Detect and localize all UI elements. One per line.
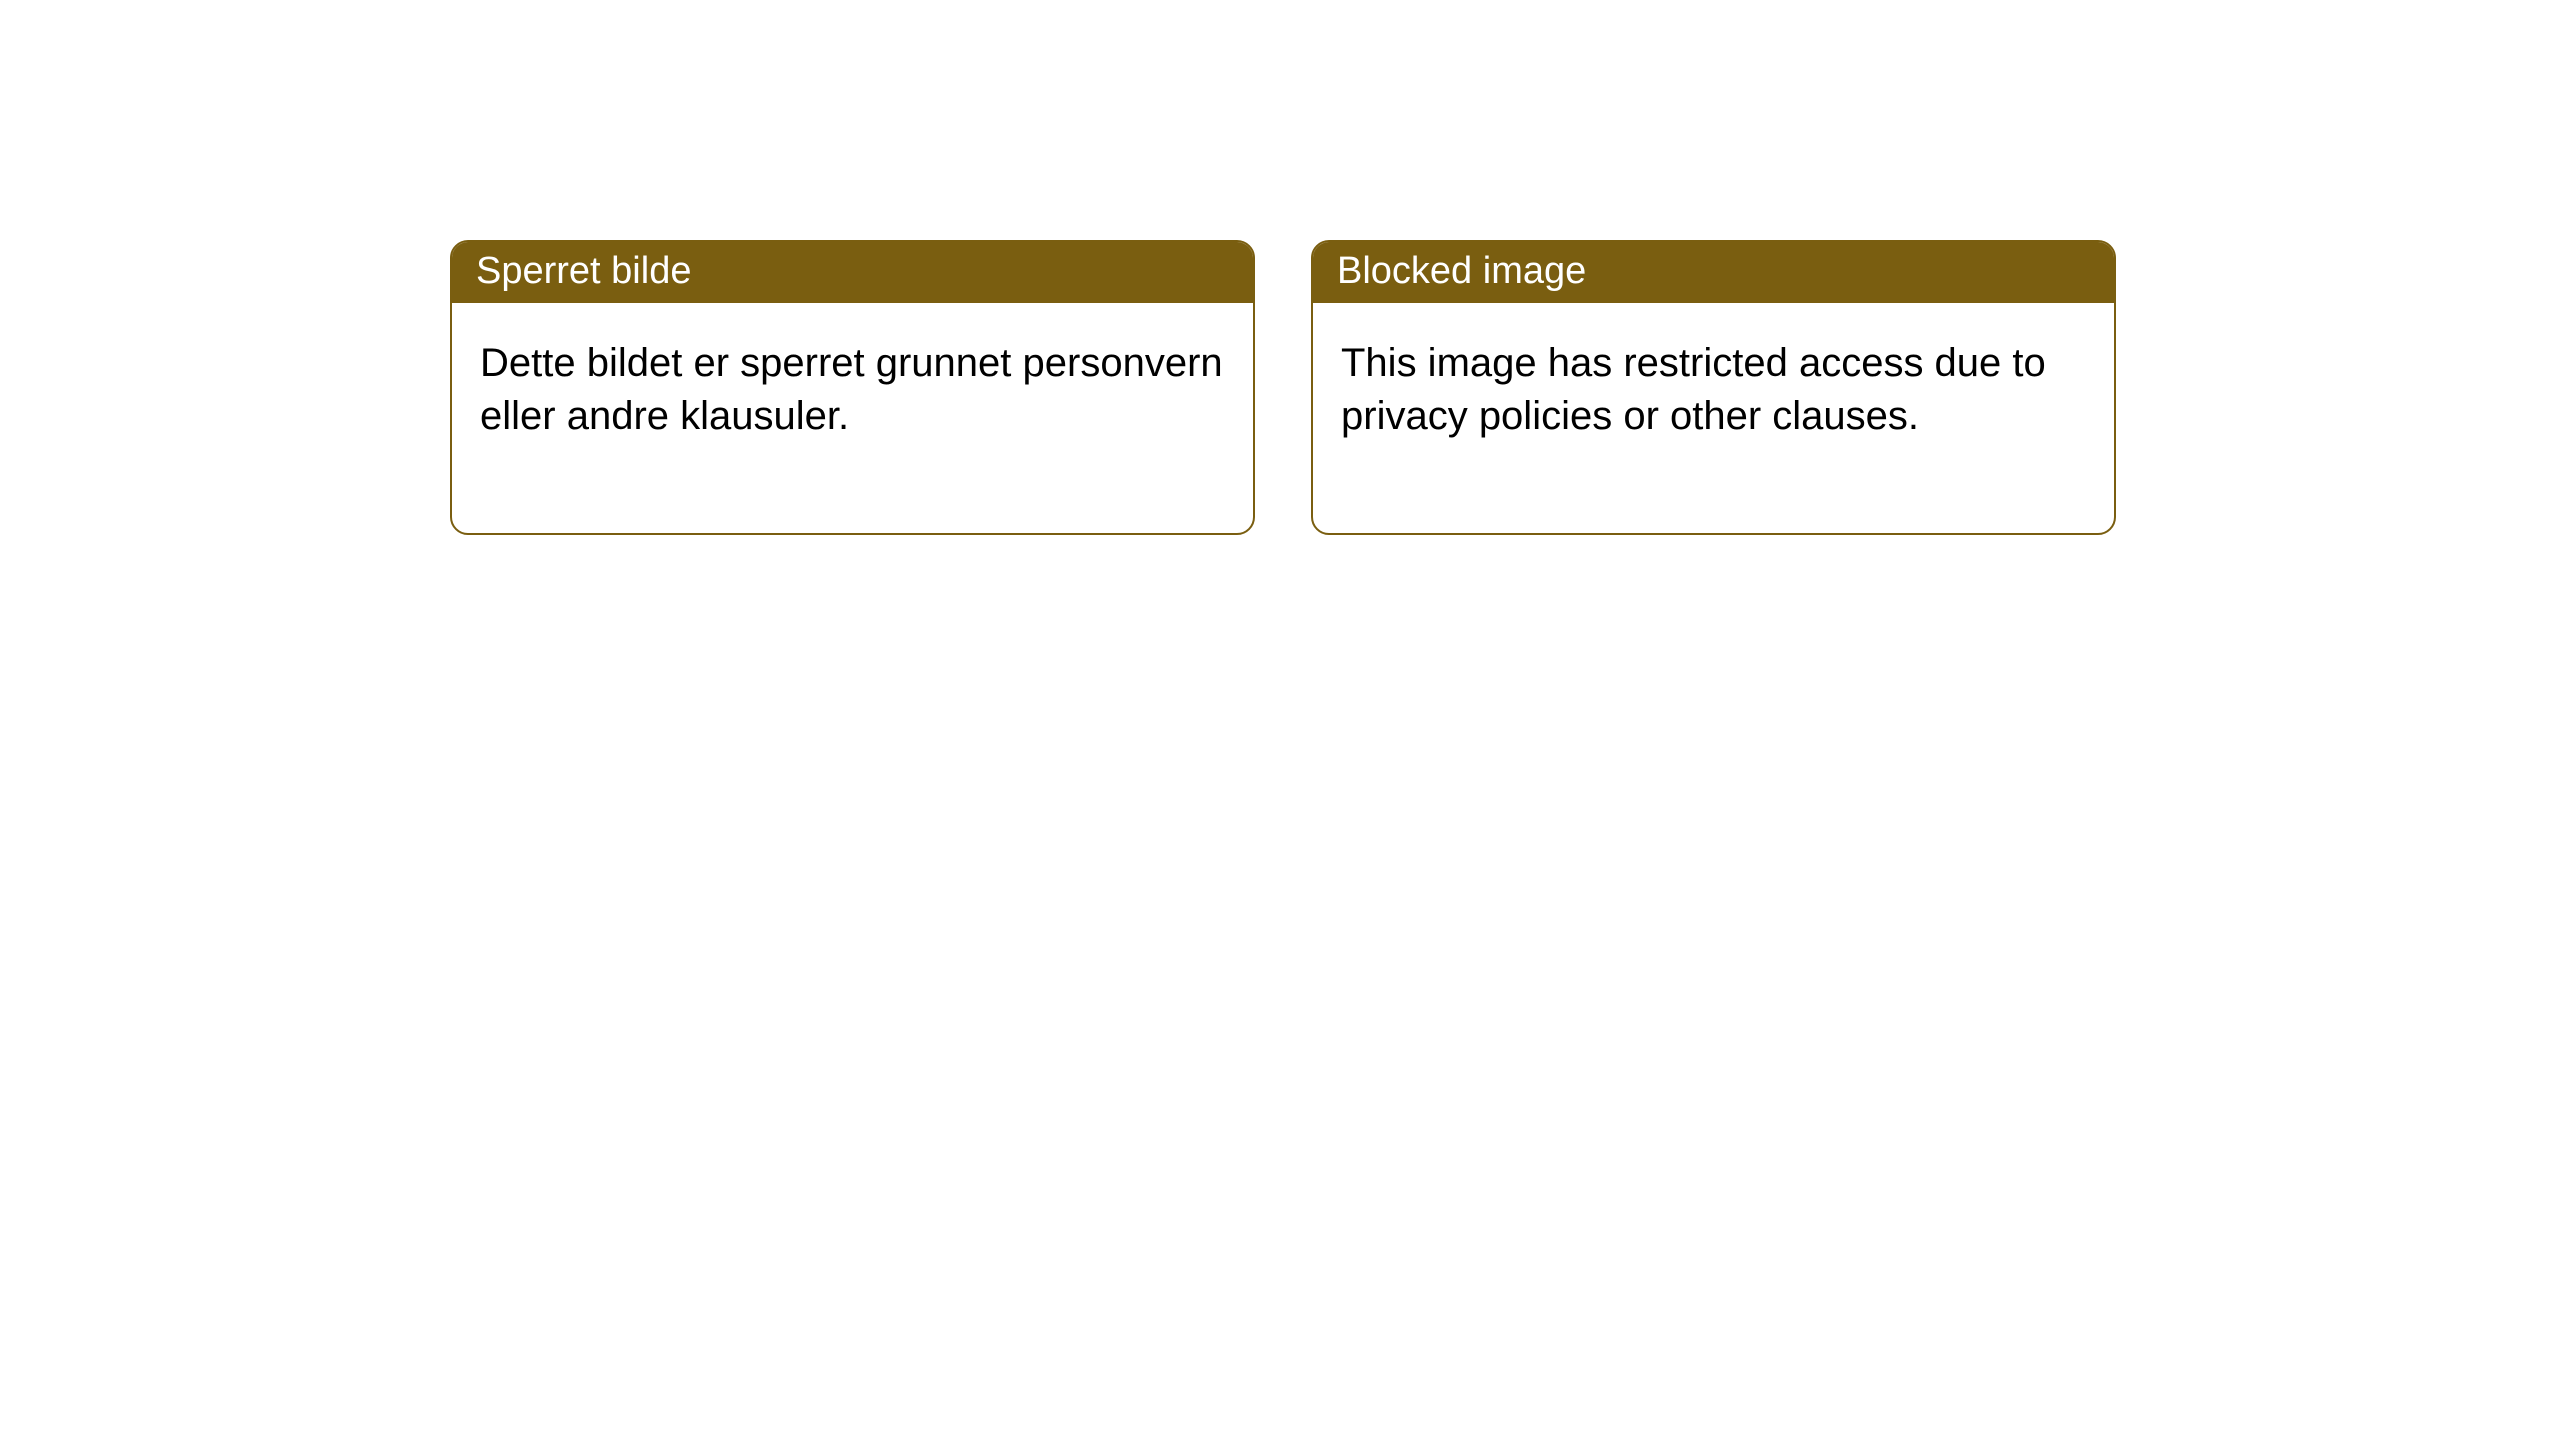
- notice-container: Sperret bilde Dette bildet er sperret gr…: [0, 0, 2560, 535]
- card-header-english: Blocked image: [1313, 242, 2114, 303]
- blocked-image-card-english: Blocked image This image has restricted …: [1311, 240, 2116, 535]
- card-body-english: This image has restricted access due to …: [1313, 303, 2114, 533]
- card-header-norwegian: Sperret bilde: [452, 242, 1253, 303]
- card-body-norwegian: Dette bildet er sperret grunnet personve…: [452, 303, 1253, 533]
- blocked-image-card-norwegian: Sperret bilde Dette bildet er sperret gr…: [450, 240, 1255, 535]
